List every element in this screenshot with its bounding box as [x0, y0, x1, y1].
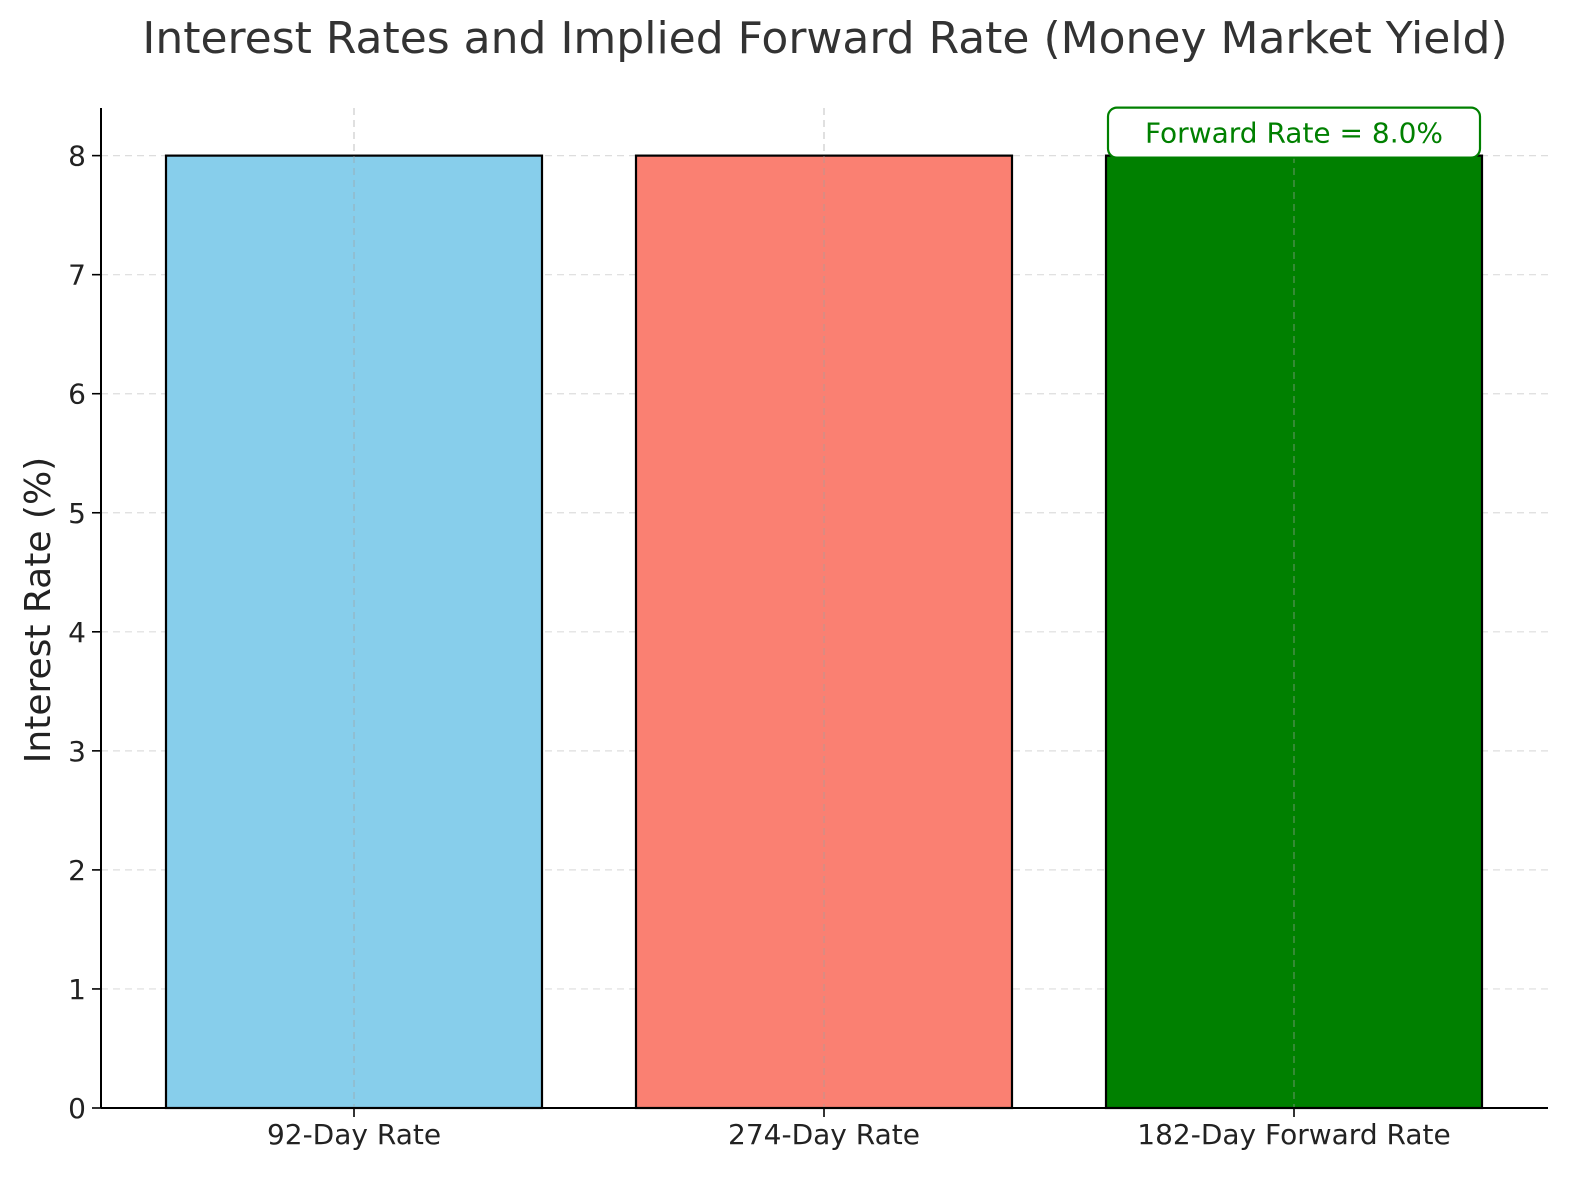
- chart-title: Interest Rates and Implied Forward Rate …: [142, 13, 1507, 64]
- tick-labels: 0 1 2 3 4 5 6 7 8 92-Day Rate 274-Day Rate 182-Day …: [68, 140, 1451, 1151]
- axes: [92, 108, 1548, 1117]
- y-tick-label: 4: [68, 616, 86, 649]
- x-tick-label: 274-Day Rate: [728, 1118, 920, 1151]
- annotation: Forward Rate = 8.0%: [1106, 106, 1482, 159]
- y-tick-label: 3: [68, 735, 86, 768]
- x-tick-label: 92-Day Rate: [267, 1118, 441, 1151]
- y-tick-label: 6: [68, 378, 86, 411]
- y-tick-label: 0: [68, 1092, 86, 1125]
- y-tick-label: 1: [68, 973, 86, 1006]
- y-tick-label: 2: [68, 854, 86, 887]
- x-tick-label: 182-Day Forward Rate: [1137, 1118, 1450, 1151]
- y-tick-label: 7: [68, 259, 86, 292]
- forward-rate-annotation: Forward Rate = 8.0%: [1145, 117, 1443, 150]
- vertical-grid: [353, 108, 1295, 1108]
- annotation-box: [1106, 106, 1482, 159]
- y-axis-label: Interest Rate (%): [18, 457, 59, 763]
- y-tick-label: 8: [68, 140, 86, 173]
- y-tick-label: 5: [68, 497, 86, 530]
